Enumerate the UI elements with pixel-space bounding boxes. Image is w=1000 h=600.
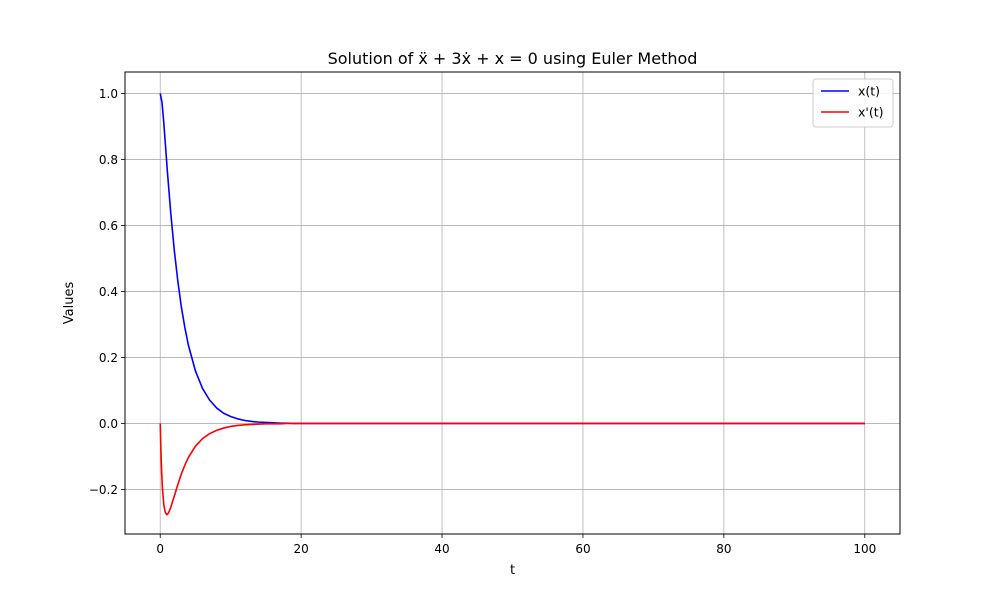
legend-label-x: x(t) [858, 84, 880, 99]
plot-frame [124, 71, 901, 535]
series-line-x-prime [159, 422, 865, 516]
y-tick-label: 0.8 [99, 153, 118, 167]
x-tick-label: 20 [293, 542, 308, 556]
x-axis-label: t [510, 563, 515, 578]
y-axis-label: Values [62, 282, 77, 325]
y-tick-label: 0.4 [99, 285, 118, 299]
legend-frame [812, 78, 894, 128]
chart-title: Solution of ẍ + 3ẋ + x = 0 using Euler M… [328, 49, 698, 68]
x-tick-label: 40 [434, 542, 449, 556]
y-tick-label: 0.2 [99, 351, 118, 365]
y-tick-label: −0.2 [89, 483, 118, 497]
x-tick-label: 0 [156, 542, 164, 556]
x-tick-label: 100 [853, 542, 876, 556]
series-layer [159, 93, 865, 516]
y-tick-label: 0.6 [99, 219, 118, 233]
x-tick-label: 60 [575, 542, 590, 556]
legend: x(t) x'(t) [812, 78, 894, 128]
y-tick-label: 1.0 [99, 87, 118, 101]
ticks: 0 20 40 60 80 100 −0.2 0.0 0.2 0.4 0.6 0.8 1.0 [89, 87, 876, 556]
x-tick-label: 80 [716, 542, 731, 556]
grid [125, 72, 900, 534]
legend-label-x-prime: x'(t) [858, 105, 884, 120]
y-tick-label: 0.0 [99, 417, 118, 431]
